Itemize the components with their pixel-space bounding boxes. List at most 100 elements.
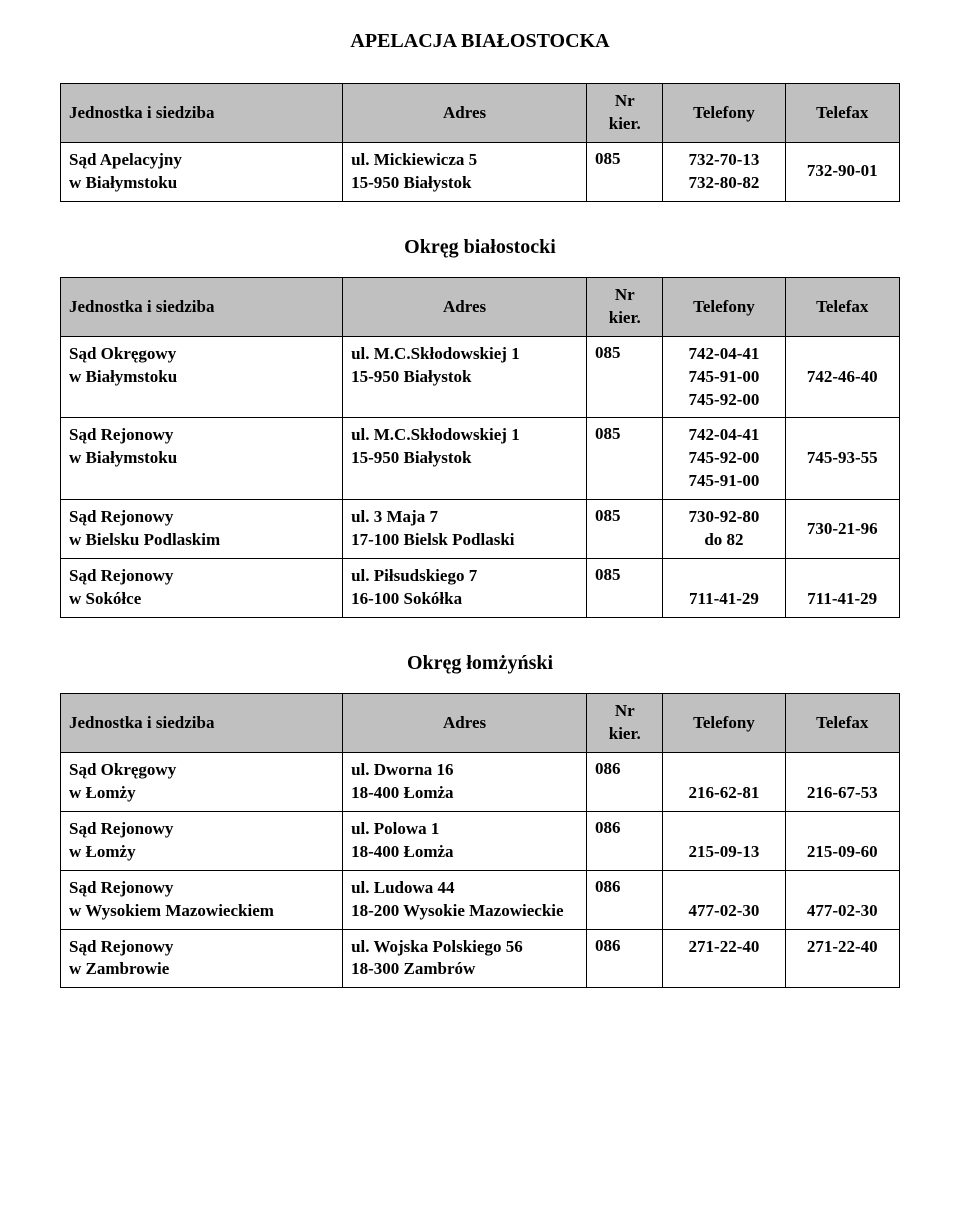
cell-telefax: 732-90-01 — [785, 142, 900, 201]
cell-telefax-line: 477-02-30 — [794, 900, 892, 923]
cell-telefax: 745-93-55 — [785, 418, 900, 500]
cell-address-line: 18-400 Łomża — [351, 841, 578, 864]
cell-unit-line: Sąd Apelacyjny — [69, 149, 334, 172]
col-header-unit: Jednostka i siedziba — [61, 277, 343, 336]
cell-unit-line: Sąd Rejonowy — [69, 506, 334, 529]
cell-unit-line: Sąd Rejonowy — [69, 818, 334, 841]
col-header-telefony: Telefony — [663, 84, 785, 143]
col-header-telefax: Telefax — [785, 277, 900, 336]
table-row: Sąd Okręgowyw Łomżyul. Dworna 1618-400 Ł… — [61, 752, 900, 811]
cell-unit-line: w Białymstoku — [69, 447, 334, 470]
cell-telefony-line: 732-80-82 — [671, 172, 776, 195]
cell-telefony: 742-04-41745-92-00745-91-00 — [663, 418, 785, 500]
cell-address: ul. M.C.Skłodowskiej 115-950 Białystok — [343, 418, 587, 500]
section-title: Okręg białostocki — [60, 236, 900, 259]
cell-telefax-line: 271-22-40 — [794, 936, 892, 959]
cell-address: ul. M.C.Skłodowskiej 115-950 Białystok — [343, 336, 587, 418]
cell-telefax: 216-67-53 — [785, 752, 900, 811]
table-row: Sąd Rejonowyw Białymstokuul. M.C.Skłodow… — [61, 418, 900, 500]
cell-address: ul. Piłsudskiego 716-100 Sokółka — [343, 559, 587, 618]
data-table: Jednostka i siedzibaAdresNrkier.Telefony… — [60, 83, 900, 202]
cell-telefax-line — [794, 565, 892, 588]
cell-telefony: 711-41-29 — [663, 559, 785, 618]
cell-unit-line: w Zambrowie — [69, 958, 334, 981]
col-header-address: Adres — [343, 84, 587, 143]
cell-unit-line: Sąd Rejonowy — [69, 424, 334, 447]
col-header-telefony: Telefony — [663, 277, 785, 336]
cell-address-line: 18-400 Łomża — [351, 782, 578, 805]
cell-telefax-line — [794, 759, 892, 782]
cell-telefony: 730-92-80do 82 — [663, 500, 785, 559]
cell-address-line: ul. Mickiewicza 5 — [351, 149, 578, 172]
cell-telefony: 732-70-13732-80-82 — [663, 142, 785, 201]
cell-telefax: 271-22-40 — [785, 929, 900, 988]
col-header-telefony: Telefony — [663, 694, 785, 753]
cell-unit: Sąd Rejonowyw Zambrowie — [61, 929, 343, 988]
cell-telefax: 215-09-60 — [785, 811, 900, 870]
table-row: Sąd Rejonowyw Bielsku Podlaskim ul. 3 Maj… — [61, 500, 900, 559]
cell-unit: Sąd Apelacyjnyw Białymstoku — [61, 142, 343, 201]
cell-unit-line: w Wysokiem Mazowieckiem — [69, 900, 334, 923]
table-row: Sąd Rejonowyw Sokółceul. Piłsudskiego 71… — [61, 559, 900, 618]
cell-address-line: ul. Ludowa 44 — [351, 877, 578, 900]
cell-nr: 085 — [587, 559, 663, 618]
cell-address-line: 15-950 Białystok — [351, 447, 578, 470]
cell-address: ul. Polowa 118-400 Łomża — [343, 811, 587, 870]
cell-telefony: 477-02-30 — [663, 870, 785, 929]
cell-address-line: 17-100 Bielsk Podlaski — [351, 529, 578, 552]
cell-telefony: 271-22-40 — [663, 929, 785, 988]
data-table: Jednostka i siedzibaAdresNrkier.Telefony… — [60, 277, 900, 618]
data-table: Jednostka i siedzibaAdresNrkier.Telefony… — [60, 693, 900, 988]
cell-nr: 085 — [587, 500, 663, 559]
cell-telefony: 216-62-81 — [663, 752, 785, 811]
cell-address-line: ul. Dworna 16 — [351, 759, 578, 782]
cell-telefony-line — [671, 759, 776, 782]
cell-unit-line: Sąd Rejonowy — [69, 877, 334, 900]
cell-telefony-line: 215-09-13 — [671, 841, 776, 864]
cell-unit: Sąd Rejonowyw Łomży — [61, 811, 343, 870]
cell-telefax-line — [794, 877, 892, 900]
col-header-nr: Nrkier. — [587, 84, 663, 143]
cell-telefony-line — [671, 565, 776, 588]
cell-address: ul. Ludowa 4418-200 Wysokie Mazowieckie — [343, 870, 587, 929]
cell-telefax-line: 742-46-40 — [794, 366, 892, 389]
cell-unit: Sąd Okręgowyw Łomży — [61, 752, 343, 811]
cell-telefony-line: 742-04-41 — [671, 343, 776, 366]
cell-telefax: 477-02-30 — [785, 870, 900, 929]
col-header-telefax: Telefax — [785, 694, 900, 753]
cell-telefax-line: 216-67-53 — [794, 782, 892, 805]
cell-telefony-line: 730-92-80 — [671, 506, 776, 529]
col-header-nr: Nrkier. — [587, 694, 663, 753]
cell-telefony-line: 742-04-41 — [671, 424, 776, 447]
cell-address-line: ul. M.C.Skłodowskiej 1 — [351, 424, 578, 447]
section-title: Okręg łomżyński — [60, 652, 900, 675]
cell-address: ul. Mickiewicza 515-950 Białystok — [343, 142, 587, 201]
cell-unit-line: w Białymstoku — [69, 366, 334, 389]
cell-address-line: ul. 3 Maja 7 — [351, 506, 578, 529]
cell-unit-line: w Łomży — [69, 782, 334, 805]
cell-address-line: 18-200 Wysokie Mazowieckie — [351, 900, 578, 923]
table-row: Sąd Rejonowyw Wysokiem Mazowieckiemul. L… — [61, 870, 900, 929]
cell-telefax-line: 711-41-29 — [794, 588, 892, 611]
table-row: Sąd Apelacyjnyw Białymstokuul. Mickiewic… — [61, 142, 900, 201]
cell-unit-line: Sąd Rejonowy — [69, 565, 334, 588]
cell-unit: Sąd Rejonowyw Białymstoku — [61, 418, 343, 500]
cell-telefax-line: 732-90-01 — [794, 160, 892, 183]
cell-address-line: ul. M.C.Skłodowskiej 1 — [351, 343, 578, 366]
tables-container: Jednostka i siedzibaAdresNrkier.Telefony… — [60, 83, 900, 988]
cell-telefax-line: 215-09-60 — [794, 841, 892, 864]
cell-unit-line: Sąd Okręgowy — [69, 343, 334, 366]
col-header-telefax: Telefax — [785, 84, 900, 143]
cell-telefony: 742-04-41745-91-00745-92-00 — [663, 336, 785, 418]
cell-unit-line: w Bielsku Podlaskim — [69, 529, 334, 552]
cell-unit: Sąd Rejonowyw Wysokiem Mazowieckiem — [61, 870, 343, 929]
cell-unit-line: Sąd Rejonowy — [69, 936, 334, 959]
cell-telefony-line: 745-91-00 — [671, 366, 776, 389]
cell-telefax-line: 730-21-96 — [794, 518, 892, 541]
cell-telefony-line — [671, 818, 776, 841]
cell-address-line: ul. Polowa 1 — [351, 818, 578, 841]
table-row: Sąd Rejonowyw Zambrowieul. Wojska Polski… — [61, 929, 900, 988]
cell-address: ul. Dworna 1618-400 Łomża — [343, 752, 587, 811]
cell-telefony-line: 271-22-40 — [671, 936, 776, 959]
cell-telefony-line: 711-41-29 — [671, 588, 776, 611]
